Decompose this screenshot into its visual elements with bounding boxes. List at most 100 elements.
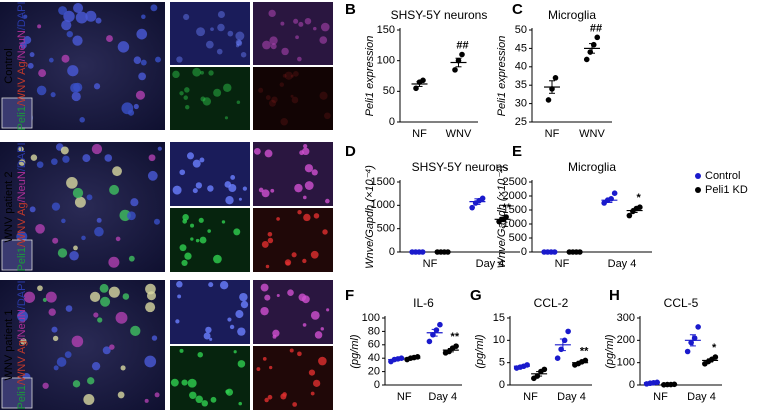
data-point [582, 357, 589, 364]
chart-title: CCL-5 [664, 296, 699, 310]
cell [192, 188, 198, 194]
cell [148, 154, 156, 162]
significance: ** [502, 202, 511, 214]
cell [265, 264, 270, 269]
data-point [583, 56, 590, 63]
cell [99, 283, 109, 293]
cell [18, 159, 26, 166]
stain-part: /NeuN [16, 30, 28, 61]
cell [319, 91, 328, 100]
cell [72, 187, 84, 199]
cell [179, 244, 187, 252]
y-tick-label: 30 [515, 98, 527, 110]
cell [304, 181, 314, 190]
y-axis-label: (pg/ml) [604, 334, 616, 369]
cell [179, 91, 184, 96]
cell [269, 99, 276, 107]
cell [219, 281, 229, 290]
cell [201, 400, 208, 407]
cell [302, 258, 307, 264]
cell [225, 196, 234, 205]
x-tick-label: Day 4 [476, 258, 505, 270]
cell [72, 35, 83, 46]
cell [199, 236, 207, 244]
data-point [611, 190, 618, 196]
cell [73, 2, 84, 14]
y-tick-label: 40 [515, 61, 527, 73]
data-point [626, 212, 633, 219]
micrograph-channel [170, 2, 250, 65]
cell [262, 40, 271, 50]
cell [133, 56, 142, 64]
cell [16, 231, 28, 243]
stain-label: Peli1/WNV Ag/NeuN/DAPI [16, 280, 28, 409]
cell [279, 82, 285, 87]
cell [230, 175, 236, 180]
cell [235, 31, 245, 41]
cell [224, 181, 232, 188]
cell [117, 391, 125, 399]
cell [128, 255, 135, 262]
cell [95, 17, 102, 24]
cell [135, 90, 146, 100]
y-tick-label: 0 [521, 246, 527, 258]
cell [272, 329, 280, 337]
cell [48, 57, 54, 63]
cell [280, 21, 285, 26]
cell [256, 367, 261, 371]
cell [297, 210, 302, 215]
cell [195, 395, 203, 404]
cell [200, 96, 206, 102]
cell [289, 348, 294, 353]
data-point [541, 366, 548, 373]
y-tick-label: 80 [368, 325, 380, 337]
cell [310, 250, 319, 259]
cell [268, 365, 273, 370]
cell [29, 52, 35, 58]
legend-label: Control [705, 170, 740, 182]
cell [208, 282, 214, 288]
cell [79, 117, 85, 123]
cell [235, 39, 242, 46]
cell [136, 28, 148, 40]
cell [130, 198, 139, 207]
significance: ** [580, 345, 589, 357]
cell [145, 302, 156, 313]
stain-part: Peli1 [16, 385, 28, 409]
cell [267, 231, 273, 237]
data-point [437, 321, 443, 328]
cell [233, 228, 241, 236]
y-tick-label: 40 [368, 352, 380, 364]
cell [190, 223, 195, 228]
cell [242, 186, 248, 191]
stain-label: Peli1/WNV Ag/NeuN/DAPI [16, 1, 28, 130]
cell [23, 291, 36, 303]
cell [269, 36, 278, 45]
y-tick-label: 0 [389, 246, 395, 258]
cell [185, 104, 190, 110]
cell [108, 286, 120, 298]
y-tick-label: 35 [515, 79, 527, 91]
micrograph-channel [170, 67, 250, 130]
y-axis-label: Wnve/Gapdh (×10⁻²) [496, 165, 508, 268]
cell [176, 281, 183, 288]
y-tick-label: 150 [377, 24, 395, 36]
cell [195, 238, 200, 243]
cell [179, 348, 184, 353]
legend-marker [695, 173, 701, 179]
cell [45, 291, 57, 303]
data-point [552, 75, 559, 81]
cell [94, 226, 104, 237]
cell [186, 152, 195, 160]
cell [85, 10, 97, 22]
cell [115, 236, 121, 242]
significance: ** [451, 331, 460, 343]
cell [197, 351, 203, 358]
cell [104, 154, 113, 162]
cell [56, 357, 67, 367]
y-tick-label: 45 [515, 42, 527, 54]
cell [58, 6, 67, 15]
cell [302, 323, 307, 327]
cell [182, 214, 189, 221]
y-tick-label: 10 [493, 334, 505, 346]
